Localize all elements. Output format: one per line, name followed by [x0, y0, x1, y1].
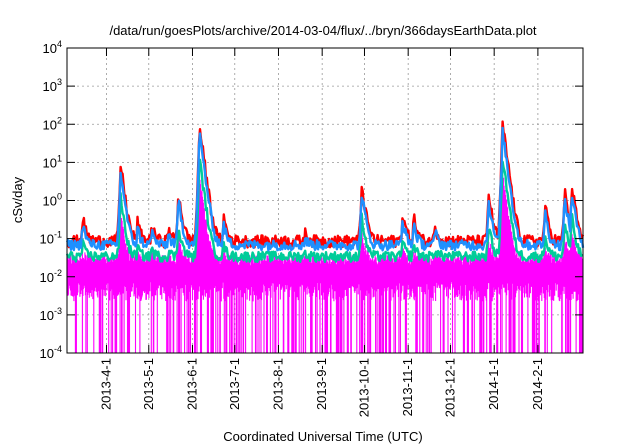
- y-tick-label: 100: [43, 192, 62, 209]
- x-tick-label: 2013-5-1: [141, 358, 156, 410]
- x-tick-label: 2013-9-1: [314, 358, 329, 410]
- y-tick-label: 104: [43, 39, 62, 56]
- x-tick-label: 2014-1-1: [486, 358, 501, 410]
- x-tick-label: 2013-4-1: [98, 358, 113, 410]
- series-teal: [65, 158, 584, 263]
- x-tick-label: 2013-8-1: [270, 358, 285, 410]
- x-tick-label: 2013-12-1: [442, 358, 457, 417]
- series-blue: [65, 126, 585, 252]
- series-layer: [65, 120, 585, 353]
- y-tick-label: 102: [43, 115, 62, 132]
- x-tick-label: 2013-10-1: [356, 358, 371, 417]
- chart-title: /data/run/goesPlots/archive/2014-03-04/f…: [109, 23, 536, 38]
- x-tick-label: 2013-11-1: [400, 358, 415, 416]
- y-tick-label: 103: [43, 77, 62, 94]
- y-axis: 10-4 10-3 10-2 10-1 100 101 102 103 104: [40, 39, 583, 361]
- x-tick-label: 2014-2-1: [530, 358, 545, 410]
- x-axis: 2013-4-1 2013-5-1 2013-6-1 2013-7-1 2013-8-1…: [98, 48, 545, 417]
- y-tick-label: 10-1: [40, 230, 62, 247]
- y-tick-label: 101: [43, 153, 62, 170]
- series-magenta: [66, 174, 584, 353]
- y-tick-label: 10-4: [40, 344, 62, 361]
- x-tick-label: 2013-6-1: [184, 358, 199, 410]
- y-axis-label: cSv/day: [10, 176, 25, 223]
- y-tick-label: 10-2: [40, 268, 62, 285]
- y-tick-label: 10-3: [40, 306, 62, 323]
- x-tick-label: 2013-7-1: [227, 358, 242, 410]
- x-axis-label: Coordinated Universal Time (UTC): [223, 429, 422, 444]
